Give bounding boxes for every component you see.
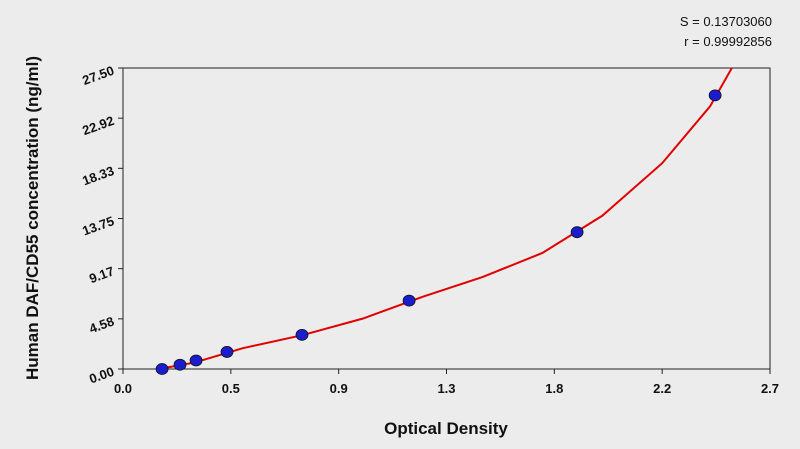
x-tick-label: 0.9	[330, 381, 348, 396]
x-tick-label: 1.8	[545, 381, 563, 396]
x-tick-label: 2.7	[761, 381, 779, 396]
x-tick-label: 1.3	[437, 381, 455, 396]
data-point	[708, 89, 722, 102]
fit-curve	[158, 68, 734, 369]
annotation: S = 0.13703060	[680, 14, 772, 29]
x-tick-label: 2.2	[653, 381, 671, 396]
data-point	[295, 328, 309, 341]
data-point	[402, 294, 416, 307]
data-point	[189, 354, 203, 367]
y-axis-label: Human DAF/CD55 concentration (ng/ml)	[23, 56, 42, 380]
plot-area	[158, 68, 734, 369]
data-point	[220, 346, 234, 358]
x-tick-label: 0.5	[222, 381, 240, 396]
x-tick-label: 0.0	[114, 381, 132, 396]
annotation: r = 0.99992856	[684, 34, 772, 49]
data-point	[570, 226, 584, 239]
x-axis-label: Optical Density	[384, 419, 508, 438]
data-point	[173, 358, 187, 371]
data-point	[155, 363, 169, 375]
